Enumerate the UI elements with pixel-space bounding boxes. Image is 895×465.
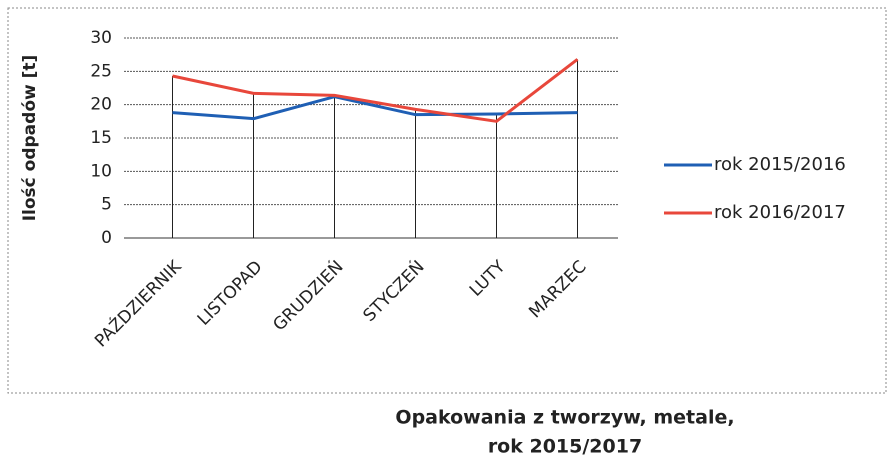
x-tick-label: MARZEC bbox=[525, 257, 590, 322]
series-line bbox=[172, 95, 578, 121]
y-tick-label: 20 bbox=[90, 95, 112, 115]
legend-label: rok 2016/2017 bbox=[714, 202, 846, 223]
x-tick-label: LISTOPAD bbox=[194, 257, 267, 330]
x-tick-label: PAŹDZIERNIK bbox=[90, 255, 187, 352]
chart-title: Opakowania z tworzyw, metale, bbox=[395, 407, 734, 429]
y-axis-label: Ilość odpadów [t] bbox=[20, 55, 40, 222]
y-tick-label: 0 bbox=[101, 228, 112, 248]
y-tick-label: 30 bbox=[90, 28, 112, 48]
y-tick-label: 15 bbox=[90, 128, 112, 148]
y-tick-label: 10 bbox=[90, 161, 112, 181]
x-tick-label: GRUDZIEŃ bbox=[268, 256, 348, 336]
chart-border bbox=[7, 7, 887, 394]
x-tick-label: LUTY bbox=[466, 256, 510, 300]
x-tick-label: STYCZEŃ bbox=[358, 256, 428, 326]
y-tick-label: 5 bbox=[101, 195, 112, 215]
legend-label: rok 2015/2016 bbox=[714, 154, 846, 175]
series-line bbox=[172, 58, 579, 123]
y-tick-label: 25 bbox=[90, 61, 112, 81]
chart-title: rok 2015/2017 bbox=[488, 436, 642, 458]
